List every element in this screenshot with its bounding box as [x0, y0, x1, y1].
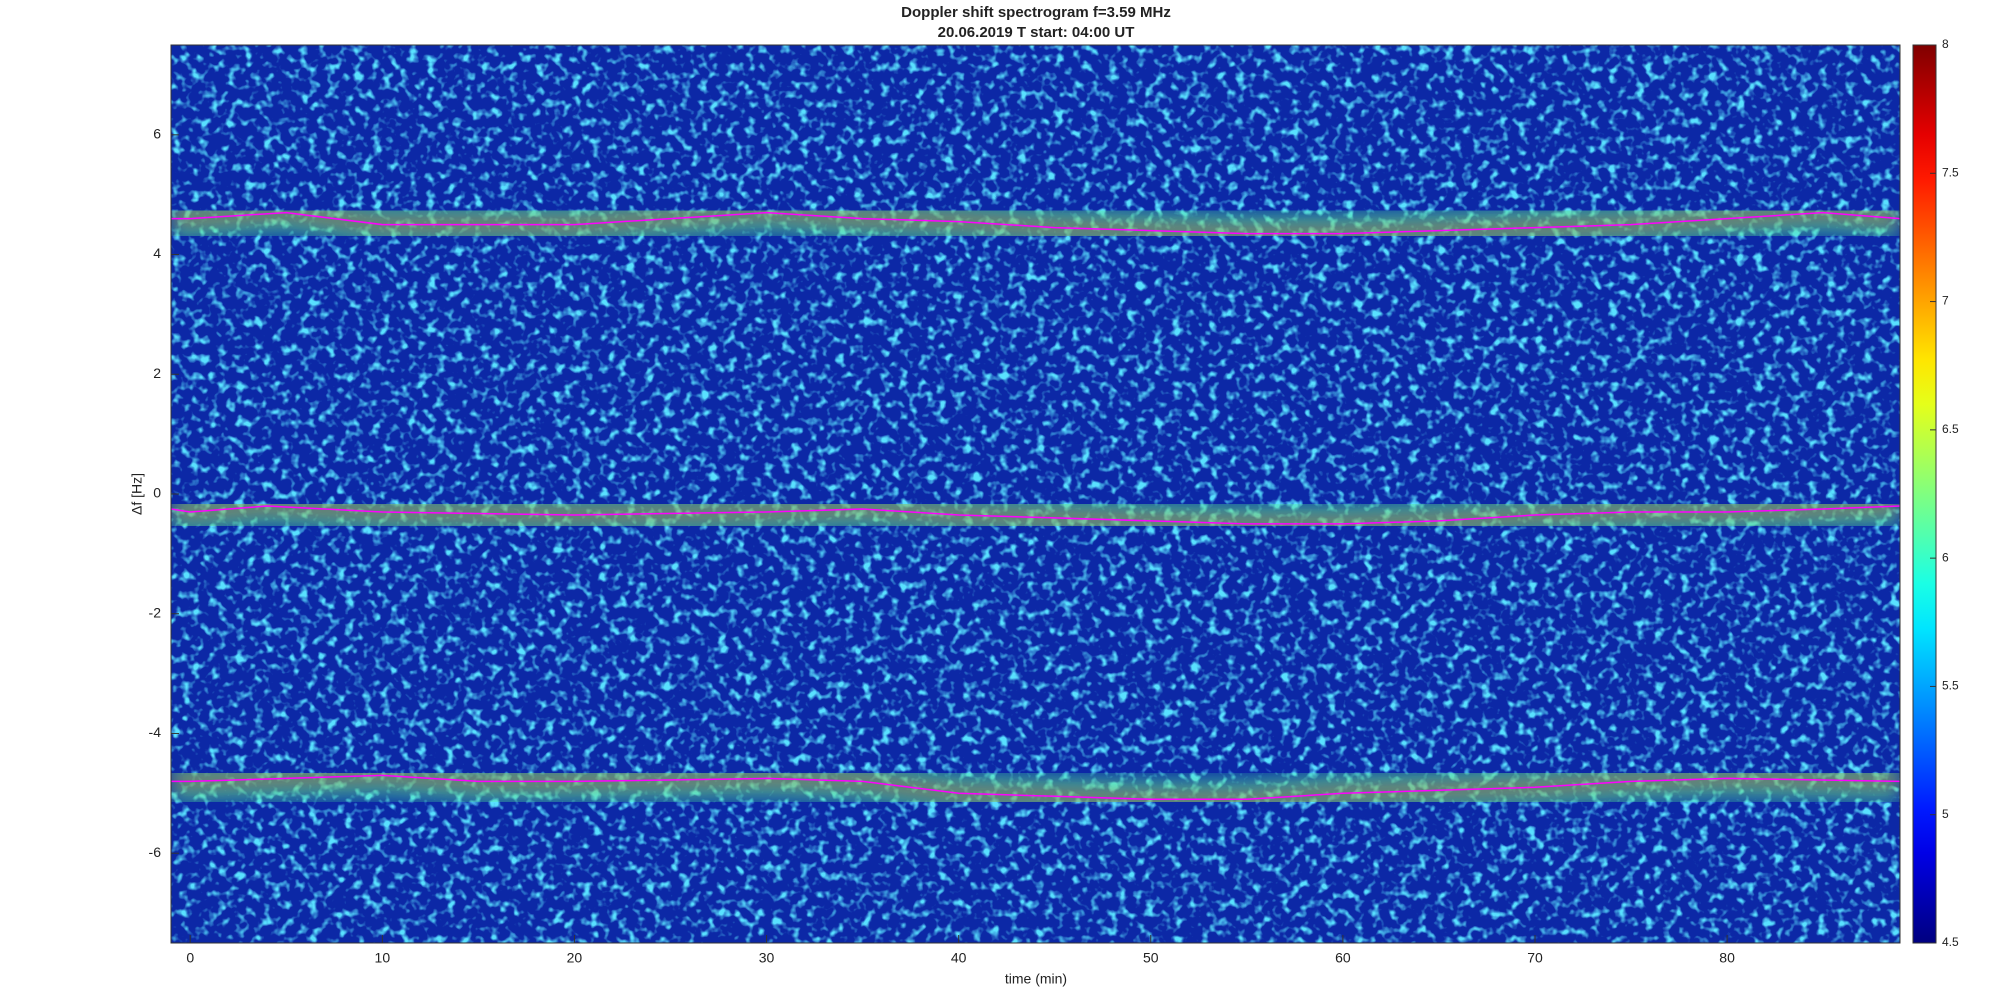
colorbar-tick-label: 6.5 — [1942, 422, 1959, 436]
x-axis-label: time (min) — [1005, 971, 1067, 987]
y-axis-label: Δf [Hz] — [129, 473, 145, 515]
x-tick-label: 20 — [567, 950, 583, 966]
x-tick-label: 10 — [375, 950, 391, 966]
y-tick-label: 2 — [153, 365, 161, 381]
x-tick-label: 40 — [951, 950, 967, 966]
y-tick-label: -4 — [149, 724, 162, 740]
colorbar-tick-label: 5.5 — [1942, 679, 1959, 693]
x-tick-label: 80 — [1719, 950, 1735, 966]
doppler-trace — [171, 774, 1900, 801]
y-tick-label: 6 — [153, 126, 161, 142]
y-tick-label: 4 — [153, 245, 161, 261]
colorbar-tick-label: 7 — [1942, 294, 1949, 308]
plot-area — [171, 190, 1900, 822]
x-tick-label: 70 — [1527, 950, 1543, 966]
x-tick-label: 60 — [1335, 950, 1351, 966]
y-tick-label: 0 — [153, 485, 161, 501]
x-tick-label: 50 — [1143, 950, 1159, 966]
colorbar-tick-label: 7.5 — [1942, 165, 1959, 179]
y-tick-label: -2 — [149, 604, 162, 620]
chart-title: Doppler shift spectrogram f=3.59 MHz — [901, 4, 1171, 21]
doppler-trace — [171, 211, 1900, 235]
chart-subtitle: 20.06.2019 T start: 04:00 UT — [938, 24, 1135, 41]
y-tick-label: -6 — [149, 844, 162, 860]
x-tick-label: 0 — [186, 950, 194, 966]
x-tick-label: 30 — [759, 950, 775, 966]
colorbar-tick-label: 8 — [1942, 37, 1949, 51]
doppler-trace — [171, 505, 1900, 525]
colorbar-tick-label: 6 — [1942, 550, 1949, 564]
colorbar-tick-label: 4.5 — [1942, 935, 1959, 949]
colorbar-tick-label: 5 — [1942, 807, 1949, 821]
colorbar — [1912, 44, 1937, 944]
